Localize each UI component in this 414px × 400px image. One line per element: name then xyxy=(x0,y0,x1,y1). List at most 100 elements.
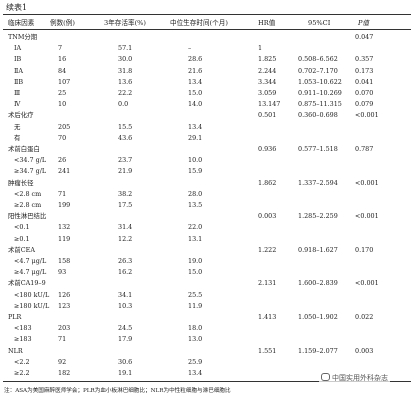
cell-hr: 2.131 xyxy=(258,279,277,288)
cell-survival-3yr: 24.5 xyxy=(118,324,133,333)
cell-hr: 0.936 xyxy=(258,145,277,153)
cell-cases: 119 xyxy=(58,234,71,243)
cell-factor: 无 xyxy=(14,122,21,131)
cell-survival-3yr: 30.0 xyxy=(118,55,133,64)
cell-cases: 71 xyxy=(58,189,67,198)
cell-survival-3yr: 31.4 xyxy=(118,223,133,232)
cell-median-survival: 14.0 xyxy=(188,100,203,109)
cell-median-survival: 11.9 xyxy=(188,301,203,310)
cell-p-value: 0.787 xyxy=(355,145,374,153)
cell-cases: 25 xyxy=(58,89,67,97)
cell-hr: 3.059 xyxy=(258,89,277,97)
cell-cases: 123 xyxy=(58,301,71,310)
cell-survival-3yr: 10.3 xyxy=(118,301,133,310)
table-row: <183 203 24.5 18.0 xyxy=(0,322,414,334)
table-row: 术后化疗 0.501 0.360–0.698 <0.001 xyxy=(0,109,414,121)
table-row: 肿瘤长径 1.862 1.337–2.594 <0.001 xyxy=(0,177,414,189)
cell-survival-3yr: 22.2 xyxy=(118,89,133,97)
cell-factor: ≥2.2 xyxy=(14,369,30,377)
cell-p-value: <0.001 xyxy=(355,212,379,221)
table-row: <0.1 132 31.4 22.0 xyxy=(0,221,414,233)
cell-p-value: <0.001 xyxy=(355,111,379,120)
wechat-icon xyxy=(321,373,330,381)
table-caption: 续表1 xyxy=(6,3,28,12)
cell-factor: PLR xyxy=(8,313,22,321)
table-row: ≥180 kU/L 123 10.3 11.9 xyxy=(0,300,414,312)
cell-factor: ≥34.7 g/L xyxy=(14,167,47,176)
cell-p-value: 0.003 xyxy=(355,346,374,355)
cell-cases: 203 xyxy=(58,324,71,333)
cell-survival-3yr: 31.8 xyxy=(118,66,133,75)
cell-ci95: 0.911–10.269 xyxy=(298,89,342,97)
cell-median-survival: 13.1 xyxy=(188,234,203,243)
cell-ci95: 1.159–2.077 xyxy=(298,346,338,355)
cell-p-value: 0.022 xyxy=(355,313,374,321)
cell-survival-3yr: 57.1 xyxy=(118,44,133,53)
cell-factor: ≥4.7 μg/L xyxy=(14,268,47,277)
cell-hr: 2.244 xyxy=(258,66,277,75)
cell-factor: 术前CA19–9 xyxy=(8,279,46,288)
cell-median-survival: 22.0 xyxy=(188,223,203,232)
cell-cases: 126 xyxy=(58,290,71,299)
cell-factor: ⅡA xyxy=(14,66,23,75)
cell-hr: 1.862 xyxy=(258,178,277,187)
cell-p-value: <0.001 xyxy=(355,279,379,288)
table-row: ⅠA 7 57.1 – 1 xyxy=(0,42,414,54)
cell-ci95: 0.918–1.627 xyxy=(298,245,338,254)
cell-hr: 1.222 xyxy=(258,245,277,254)
header-clinical-factor: 临床因素 xyxy=(8,19,35,27)
cell-cases: 7 xyxy=(58,44,63,53)
cell-factor: Ⅲ xyxy=(14,89,21,97)
cell-survival-3yr: 16.2 xyxy=(118,268,133,277)
cell-p-value: 0.079 xyxy=(355,100,374,109)
watermark: 中国实用外科杂志 xyxy=(319,373,390,383)
table-header-rule xyxy=(3,29,411,30)
cell-ci95: 0.508–6.562 xyxy=(298,55,338,64)
cell-factor: ≥183 xyxy=(14,335,32,344)
cell-cases: 182 xyxy=(58,369,71,377)
table-row: 术前白蛋白 0.936 0.577–1.518 0.787 xyxy=(0,143,414,155)
header-cases: 例数(例) xyxy=(50,19,75,27)
cell-p-value: 0.041 xyxy=(355,77,374,86)
cell-median-survival: 29.1 xyxy=(188,133,203,142)
table-row: ≥34.7 g/L 241 21.9 15.9 xyxy=(0,165,414,177)
header-3yr-survival: 3年存活率(%) xyxy=(104,19,146,27)
table-row: 无 205 15.5 13.4 xyxy=(0,121,414,133)
cell-survival-3yr: 17.9 xyxy=(118,335,133,344)
cell-survival-3yr: 23.7 xyxy=(118,156,133,165)
cell-median-survival: 28.0 xyxy=(188,189,203,198)
cell-cases: 132 xyxy=(58,223,71,232)
table-row: <180 kU/L 126 34.1 25.5 xyxy=(0,289,414,301)
cell-cases: 241 xyxy=(58,167,71,176)
table-row: 阳性淋巴结比 0.003 1.285–2.259 <0.001 xyxy=(0,210,414,222)
table-row: 有 70 43.6 29.1 xyxy=(0,132,414,144)
cell-ci95: 1.337–2.594 xyxy=(298,178,338,187)
cell-factor: 有 xyxy=(14,133,21,142)
cell-p-value: 0.173 xyxy=(355,66,374,75)
cell-cases: 26 xyxy=(58,156,67,165)
cell-factor: <2.2 xyxy=(14,357,30,366)
cell-median-survival: 19.0 xyxy=(188,257,203,265)
cell-ci95: 1.600–2.839 xyxy=(298,279,338,288)
cell-p-value: 0.357 xyxy=(355,55,374,64)
cell-cases: 84 xyxy=(58,66,67,75)
cell-factor: ⅠA xyxy=(14,44,22,53)
table-top-rule xyxy=(3,14,411,16)
cell-hr: 1.551 xyxy=(258,346,277,355)
table-row: ⅡA 84 31.8 21.6 2.244 0.702–7.170 0.173 xyxy=(0,65,414,77)
cell-hr: 1 xyxy=(258,44,263,53)
cell-cases: 92 xyxy=(58,357,67,366)
cell-hr: 13.147 xyxy=(258,100,281,109)
cell-ci95: 0.702–7.170 xyxy=(298,66,338,75)
cell-ci95: 0.577–1.518 xyxy=(298,145,338,153)
cell-hr: 1.413 xyxy=(258,313,277,321)
cell-hr: 3.344 xyxy=(258,77,277,86)
cell-cases: 70 xyxy=(58,133,67,142)
cell-p-value: 0.070 xyxy=(355,89,374,97)
cell-median-survival: 15.0 xyxy=(188,268,203,277)
cell-factor: <180 kU/L xyxy=(14,290,50,299)
cell-median-survival: 13.4 xyxy=(188,369,203,377)
table-row: <34.7 g/L 26 23.7 10.0 xyxy=(0,154,414,166)
cell-median-survival: 13.4 xyxy=(188,122,203,131)
table-row: PLR 1.413 1.050–1.902 0.022 xyxy=(0,311,414,323)
